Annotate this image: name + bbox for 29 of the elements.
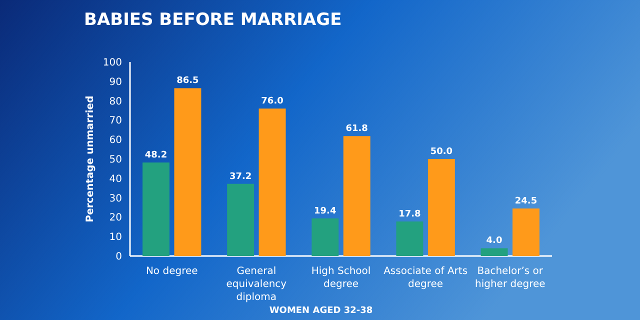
x-axis-title: WOMEN AGED 32-38 — [269, 306, 373, 316]
data-label: 17.8 — [398, 209, 421, 220]
x-tick-label: Bachelor’s or higher degree — [474, 266, 546, 290]
y-tick-label: 70 — [109, 116, 122, 127]
x-tick-label: Associate of Arts degree — [384, 266, 468, 290]
y-tick-label: 20 — [109, 212, 122, 224]
x-tick-label: General equivalency diploma — [226, 266, 287, 303]
y-tick-label: 100 — [102, 58, 122, 68]
x-tick-label: No degree — [146, 266, 198, 277]
data-label: 4.0 — [486, 236, 502, 246]
y-tick-label: 80 — [109, 96, 122, 108]
data-label: 61.8 — [346, 124, 368, 134]
x-tick-label: High School degree — [311, 266, 371, 290]
y-tick-label: 60 — [109, 135, 122, 146]
data-label: 19.4 — [314, 206, 336, 216]
chart-title: BABIES BEFORE MARRIAGE — [84, 10, 342, 30]
y-axis-title: Percentage unmarried — [85, 96, 96, 222]
y-tick-label: 90 — [109, 76, 122, 88]
data-label: 50.0 — [430, 147, 453, 157]
data-label: 86.5 — [176, 76, 199, 86]
y-tick-label: 40 — [109, 174, 122, 185]
y-tick-label: 30 — [109, 193, 122, 204]
data-label: 37.2 — [229, 172, 252, 182]
y-tick-label: 10 — [109, 232, 122, 244]
y-tick-label: 0 — [116, 252, 122, 262]
data-label: 48.2 — [144, 150, 168, 160]
data-label: 24.5 — [514, 196, 538, 206]
y-tick-label: 50 — [109, 154, 122, 166]
data-label: 76.0 — [261, 96, 284, 107]
